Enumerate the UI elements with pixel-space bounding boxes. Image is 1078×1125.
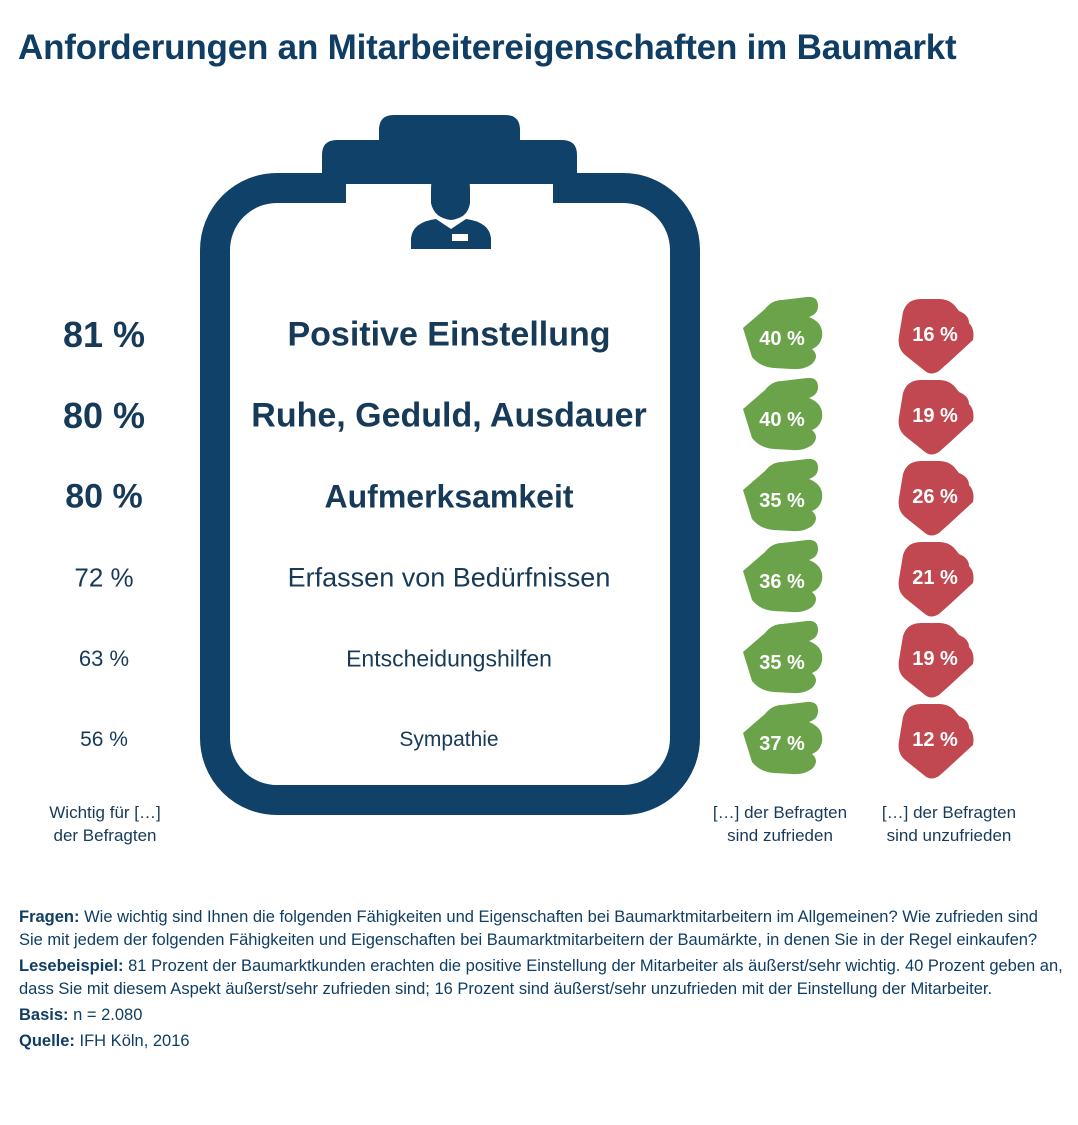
note-quelle: Quelle: IFH Köln, 2016 [19,1030,1064,1053]
notes: Fragen: Wie wichtig sind Ihnen die folge… [19,906,1064,1056]
note-basis-label: Basis: [19,1006,69,1024]
importance-value: 63 % [78,646,130,671]
note-lese-text: 81 Prozent der Baumarktkunden erachten d… [19,957,1063,998]
importance-value: 72 % [74,562,134,593]
note-basis: Basis: n = 2.080 [19,1004,1064,1027]
thumbs-up-icon: 37 % [743,701,823,775]
footer-important: Wichtig für […] der Befragten [49,801,160,847]
thumbs-down-icon: 19 % [898,380,974,455]
note-lese-label: Lesebeispiel: [19,957,124,975]
dissatisfied-value: 21 % [912,567,958,589]
dissatisfied-value: 19 % [912,648,958,670]
note-fragen: Fragen: Wie wichtig sind Ihnen die folge… [19,906,1064,952]
dissatisfied-value: 12 % [912,729,958,751]
footer-satisfied-line-2: sind zufrieden [727,826,833,845]
satisfied-value: 35 % [759,490,805,512]
chart-title: Anforderungen an Mitarbeitereigenschafte… [18,28,957,67]
satisfied-value: 37 % [759,733,805,755]
note-fragen-text: Wie wichtig sind Ihnen die folgenden Fäh… [19,908,1038,949]
note-quelle-text: IFH Köln, 2016 [74,1032,190,1050]
dissatisfied-value: 26 % [912,486,958,508]
note-quelle-label: Quelle: [19,1032,75,1050]
importance-value: 81 % [62,314,146,355]
thumbs-up-icon: 36 % [743,539,823,613]
footer-dissatisfied-line-1: […] der Befragten [881,803,1017,822]
note-basis-text: n = 2.080 [68,1006,143,1024]
attribute-label: Erfassen von Bedürfnissen [287,562,611,593]
thumbs-up-icon: 35 % [743,620,823,694]
thumbs-up-icon: 35 % [743,458,823,532]
thumbs-down-icon: 21 % [898,542,974,617]
satisfied-value: 40 % [759,328,805,350]
footer-satisfied-line-1: […] der Befragten [712,803,848,822]
thumbs-up-icon: 40 % [743,377,823,451]
thumbs-down-icon: 16 % [898,299,974,374]
satisfied-value: 40 % [759,409,805,431]
attribute-label: Aufmerksamkeit [324,478,574,515]
footer-important-line-2: der Befragten [53,826,157,845]
importance-value: 80 % [65,477,143,516]
dissatisfied-value: 16 % [912,324,958,346]
clipboard-icon [200,115,700,815]
footer-important-line-1: Wichtig für […] [49,803,161,822]
note-fragen-label: Fragen: [19,908,80,926]
attribute-label: Sympathie [399,728,499,751]
footer-satisfied: […] der Befragten sind zufrieden [713,801,847,847]
dissatisfied-value: 19 % [912,405,958,427]
thumbs-down-icon: 19 % [898,623,974,698]
note-lesebeispiel: Lesebeispiel: 81 Prozent der Baumarktkun… [19,955,1064,1001]
importance-value: 80 % [62,395,146,436]
attribute-label: Positive Einstellung [287,315,611,354]
clipboard-clip [322,115,577,183]
satisfied-value: 36 % [759,571,805,593]
person-icon [411,164,491,249]
satisfied-value: 35 % [759,652,805,674]
attribute-label: Ruhe, Geduld, Ausdauer [251,396,647,435]
thumbs-down-icon: 26 % [898,461,974,536]
thumbs-up-icon: 40 % [743,296,823,370]
footer-dissatisfied: […] der Befragten sind unzufrieden [882,801,1016,847]
thumbs-down-icon: 12 % [898,704,974,779]
importance-value: 56 % [80,728,128,751]
attribute-label: Entscheidungshilfen [346,645,552,672]
footer-dissatisfied-line-2: sind unzufrieden [886,826,1012,845]
